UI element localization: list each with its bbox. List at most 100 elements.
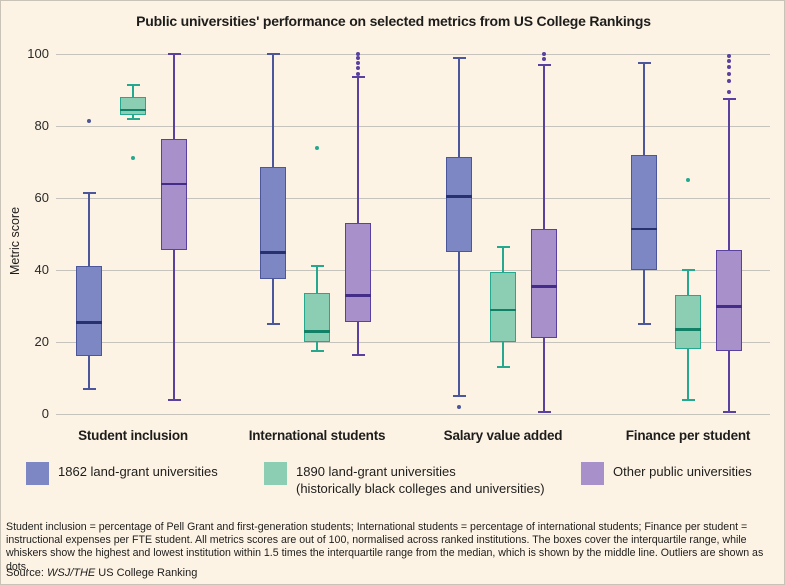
- median-line: [531, 285, 557, 288]
- footnote: Student inclusion = percentage of Pell G…: [6, 521, 764, 573]
- whisker-lower: [357, 322, 359, 355]
- y-tick-label: 40: [34, 262, 49, 277]
- whisker-cap-high: [351, 76, 365, 79]
- whisker-cap-low: [310, 350, 324, 352]
- source-publication: WSJ/THE: [46, 567, 96, 579]
- whisker-upper: [316, 266, 318, 294]
- whisker-cap-low: [167, 398, 181, 401]
- outlier-dot: [727, 59, 731, 64]
- legend-swatch: [264, 462, 287, 485]
- whisker-upper: [543, 64, 545, 229]
- outlier-dot: [131, 156, 135, 161]
- outlier-dot: [727, 64, 731, 69]
- gridline: [56, 413, 770, 415]
- whisker-lower: [316, 342, 318, 351]
- iqr-box: [631, 154, 657, 270]
- iqr-box: [260, 167, 286, 279]
- whisker-upper: [502, 246, 504, 272]
- median-line: [120, 108, 146, 112]
- legend-label-line: Other public universities: [613, 464, 752, 479]
- legend-label-line: (historically black colleges and univers…: [296, 480, 545, 496]
- outlier-dot: [727, 89, 731, 94]
- iqr-box: [345, 223, 371, 323]
- source-prefix: Source:: [6, 567, 47, 579]
- outlier-dot: [542, 52, 546, 56]
- median-line: [675, 328, 701, 331]
- whisker-upper: [88, 192, 90, 267]
- whisker-cap-high: [637, 62, 651, 64]
- legend-label-line: 1862 land-grant universities: [58, 464, 218, 479]
- gridline: [56, 53, 770, 55]
- whisker-cap-high: [452, 56, 466, 59]
- whisker-cap-high: [681, 269, 695, 271]
- median-line: [716, 305, 742, 308]
- whisker-cap-high: [167, 53, 181, 55]
- outlier-dot: [356, 71, 360, 76]
- whisker-cap-high: [537, 63, 551, 66]
- whisker-cap-high: [310, 265, 324, 268]
- whisker-upper: [643, 63, 645, 155]
- source-line: Source: WSJ/THE US College Ranking: [6, 567, 781, 579]
- gridline: [56, 269, 770, 271]
- outlier-dot: [727, 79, 731, 83]
- outlier-dot: [87, 118, 91, 123]
- iqr-box: [446, 156, 472, 252]
- x-category-label: International students: [248, 428, 386, 443]
- whisker-lower: [132, 115, 134, 119]
- median-line: [161, 182, 187, 186]
- x-category-label: Student inclusion: [78, 428, 188, 443]
- iqr-box: [675, 295, 701, 350]
- legend-label-line: 1890 land-grant universities: [296, 464, 456, 479]
- outlier-dot: [457, 404, 461, 409]
- outlier-dot: [542, 57, 546, 62]
- whisker-lower: [502, 342, 504, 368]
- legend-label: 1890 land-grant universities (historicall…: [296, 464, 545, 497]
- median-line: [631, 227, 657, 231]
- whisker-cap-low: [496, 366, 510, 369]
- legend-swatch: [26, 462, 49, 485]
- y-tick-label: 20: [34, 334, 49, 349]
- whisker-cap-low: [452, 395, 466, 397]
- whisker-cap-low: [722, 411, 736, 414]
- whisker-cap-low: [681, 398, 695, 401]
- median-line: [304, 330, 330, 333]
- legend-swatch: [581, 462, 604, 485]
- whisker-lower: [728, 351, 730, 413]
- whisker-lower: [88, 356, 90, 389]
- source-suffix: US College Ranking: [95, 567, 198, 579]
- iqr-box: [490, 271, 516, 342]
- whisker-cap-high: [722, 98, 736, 100]
- whisker-cap-low: [126, 117, 140, 120]
- outlier-dot: [727, 71, 731, 76]
- whisker-cap-high: [496, 245, 510, 248]
- whisker-cap-low: [537, 411, 551, 414]
- legend-label: Other public universities: [613, 464, 752, 481]
- whisker-cap-high: [126, 83, 140, 86]
- outlier-dot: [356, 66, 360, 71]
- outlier-dot: [727, 53, 731, 58]
- gridline: [56, 341, 770, 343]
- whisker-lower: [272, 279, 274, 324]
- outlier-dot: [356, 61, 360, 65]
- gridline: [56, 197, 770, 199]
- whisker-upper: [132, 84, 134, 98]
- iqr-box: [120, 97, 146, 116]
- x-category-label: Salary value added: [443, 428, 563, 443]
- median-line: [490, 308, 516, 312]
- whisker-lower: [458, 252, 460, 396]
- y-tick-label: 60: [34, 190, 49, 205]
- x-category-label: Finance per student: [625, 428, 751, 443]
- iqr-box: [716, 250, 742, 351]
- outlier-dot: [686, 178, 690, 182]
- iqr-box: [304, 293, 330, 342]
- whisker-upper: [173, 54, 175, 139]
- whisker-upper: [728, 99, 730, 251]
- outlier-dot: [356, 52, 360, 56]
- whisker-cap-low: [82, 387, 96, 390]
- median-line: [345, 294, 371, 297]
- legend-label: 1862 land-grant universities: [58, 464, 218, 481]
- whisker-lower: [643, 270, 645, 324]
- iqr-box: [161, 138, 187, 251]
- whisker-upper: [458, 57, 460, 157]
